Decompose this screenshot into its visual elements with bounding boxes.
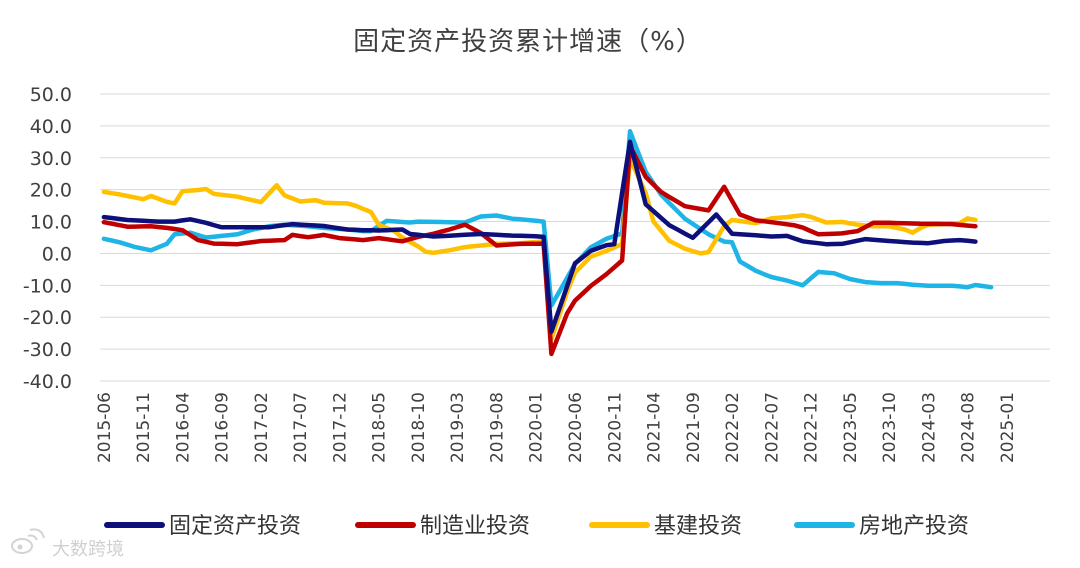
x-tick-label: 2024-08: [959, 392, 979, 463]
y-tick-label: 20.0: [30, 180, 72, 202]
x-tick-label: 2017-02: [252, 392, 272, 463]
y-tick-label: -10.0: [23, 275, 72, 297]
series-line: [101, 143, 978, 357]
y-tick-label: -20.0: [23, 307, 72, 329]
legend: 固定资产投资 制造业投资 基建投资 房地产投资: [104, 514, 969, 539]
x-tick-label: 2023-10: [880, 392, 900, 463]
legend-label: 房地产投资: [859, 514, 969, 539]
x-tick-label: 2017-07: [291, 392, 311, 463]
y-tick-label: 40.0: [30, 116, 72, 138]
x-tick-label: 2018-10: [409, 392, 429, 463]
series-line: [101, 156, 978, 342]
y-axis-ticks: 50.0 40.0 30.0 20.0 10.0 0.0 -10.0 -20.0 -30.0 -4…: [23, 84, 72, 393]
x-tick-label: 2022-07: [762, 392, 782, 463]
x-axis-ticks: 2015-06 2015-11 2016-04 2016-09 2017-02 2017-…: [95, 392, 1018, 463]
series-lines: [101, 129, 994, 357]
y-tick-label: -30.0: [23, 339, 72, 361]
x-tick-label: 2023-05: [841, 392, 861, 463]
x-tick-label: 2020-01: [527, 392, 547, 463]
y-tick-label: -40.0: [23, 371, 72, 393]
x-tick-label: 2025-01: [998, 392, 1018, 463]
x-tick-label: 2018-05: [370, 392, 390, 463]
legend-label: 固定资产投资: [169, 514, 301, 539]
x-tick-label: 2016-04: [173, 392, 193, 463]
gridlines: [100, 93, 1050, 382]
x-tick-label: 2015-06: [95, 392, 115, 463]
x-tick-label: 2019-08: [487, 392, 507, 463]
watermark-text: 大数跨境: [52, 539, 124, 560]
y-tick-label: 10.0: [30, 212, 72, 234]
x-tick-label: 2019-03: [448, 392, 468, 463]
y-tick-label: 30.0: [30, 148, 72, 170]
x-tick-label: 2024-03: [919, 392, 939, 463]
legend-label: 制造业投资: [420, 514, 530, 539]
y-tick-label: 50.0: [30, 84, 72, 106]
x-tick-label: 2022-02: [723, 392, 743, 463]
x-tick-label: 2020-06: [566, 392, 586, 463]
legend-label: 基建投资: [654, 514, 742, 539]
series-line: [101, 139, 978, 334]
x-tick-label: 2021-09: [684, 392, 704, 463]
chart-title: 固定资产投资累计增速（%）: [353, 27, 703, 57]
x-tick-label: 2021-04: [645, 392, 665, 463]
watermark: 大数跨境: [11, 528, 124, 560]
x-tick-label: 2020-11: [605, 392, 625, 463]
x-tick-label: 2022-12: [802, 392, 822, 463]
weibo-logo-icon: [11, 528, 45, 554]
x-tick-label: 2015-11: [134, 392, 154, 463]
y-tick-label: 0.0: [42, 243, 72, 265]
x-tick-label: 2017-12: [330, 392, 350, 463]
x-tick-label: 2016-09: [213, 392, 233, 463]
